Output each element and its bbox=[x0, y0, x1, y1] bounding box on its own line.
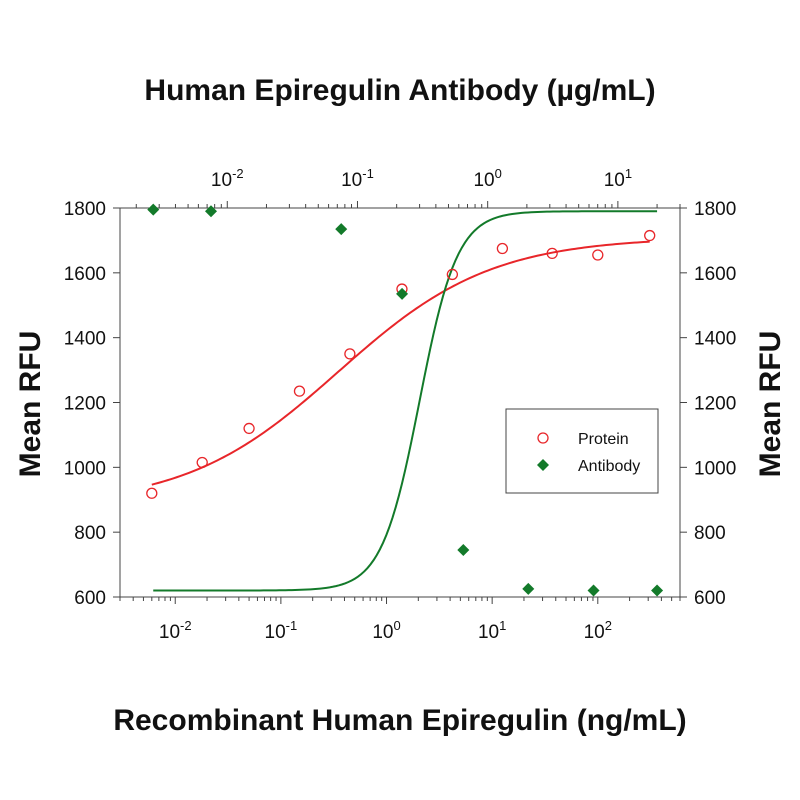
protein-point bbox=[496, 242, 509, 255]
protein-point bbox=[344, 348, 356, 360]
right-axis-tick-label-2: 1000 bbox=[694, 458, 736, 479]
antibody-point bbox=[522, 582, 535, 595]
right-axis-tick-label-0: 600 bbox=[694, 588, 726, 609]
legend: Protein Antibody bbox=[505, 408, 659, 494]
legend-box bbox=[505, 408, 659, 494]
antibody-point bbox=[457, 543, 470, 556]
antibody-point bbox=[587, 584, 600, 597]
antibody-point bbox=[651, 584, 664, 597]
right-axis-tick-label-5: 1600 bbox=[694, 264, 736, 285]
left-axis-tick-label-1: 800 bbox=[74, 523, 106, 544]
left-axis-tick-label-4: 1400 bbox=[64, 329, 106, 350]
antibody-point bbox=[335, 223, 348, 236]
right-axis-tick-label-1: 800 bbox=[694, 523, 726, 544]
axis-ticks: 10-2 10-1 100 101 102 10-2 10-1 100 101 600 600 800… bbox=[64, 166, 737, 643]
bottom-axis-tick-label-0: 10-2 bbox=[159, 618, 192, 643]
right-axis-tick-label-3: 1200 bbox=[694, 394, 736, 415]
top-axis-title: Human Epiregulin Antibody (µg/mL) bbox=[144, 74, 655, 107]
antibody-fit-curve bbox=[153, 210, 658, 592]
protein-point bbox=[243, 422, 255, 435]
antibody-point bbox=[396, 287, 409, 300]
bottom-axis-tick-label-3: 101 bbox=[478, 618, 506, 643]
top-axis-tick-label-1: 10-1 bbox=[341, 166, 374, 191]
plot-frame bbox=[119, 207, 681, 598]
fit-curves bbox=[151, 210, 658, 592]
left-axis-tick-label-2: 1000 bbox=[64, 458, 106, 479]
bottom-axis-tick-label-2: 100 bbox=[372, 618, 400, 643]
bottom-axis-tick-label-4: 102 bbox=[584, 618, 612, 643]
right-axis-tick-label-4: 1400 bbox=[694, 329, 736, 350]
protein-point bbox=[146, 487, 158, 499]
protein-point bbox=[546, 247, 558, 260]
protein-point bbox=[196, 456, 208, 469]
legend-protein-label: Protein bbox=[578, 431, 629, 448]
bottom-axis-title: Recombinant Human Epiregulin (ng/mL) bbox=[113, 704, 686, 737]
left-axis-tick-label-5: 1600 bbox=[64, 264, 106, 285]
top-axis-tick-label-3: 101 bbox=[604, 166, 632, 191]
bottom-axis-tick-label-1: 10-1 bbox=[265, 618, 298, 643]
antibody-point bbox=[205, 205, 218, 218]
legend-antibody-label: Antibody bbox=[578, 458, 640, 475]
left-axis-tick-label-3: 1200 bbox=[64, 394, 106, 415]
protein-fit-curve bbox=[151, 240, 650, 486]
protein-point bbox=[446, 268, 459, 281]
left-axis-tick-label-6: 1800 bbox=[64, 199, 106, 220]
legend-antibody-marker bbox=[537, 459, 549, 471]
protein-point bbox=[293, 385, 306, 397]
top-axis-tick-label-0: 10-2 bbox=[211, 166, 244, 191]
top-axis-tick-label-2: 100 bbox=[473, 166, 501, 191]
right-axis-title: Mean RFU bbox=[754, 331, 787, 478]
right-axis-tick-label-6: 1800 bbox=[694, 199, 736, 220]
data-points bbox=[146, 203, 664, 597]
protein-point bbox=[592, 249, 604, 261]
left-axis-title: Mean RFU bbox=[14, 331, 47, 478]
protein-point bbox=[644, 229, 656, 242]
antibody-point bbox=[147, 203, 160, 216]
left-axis-tick-label-0: 600 bbox=[74, 588, 106, 609]
legend-protein-marker bbox=[537, 432, 549, 444]
